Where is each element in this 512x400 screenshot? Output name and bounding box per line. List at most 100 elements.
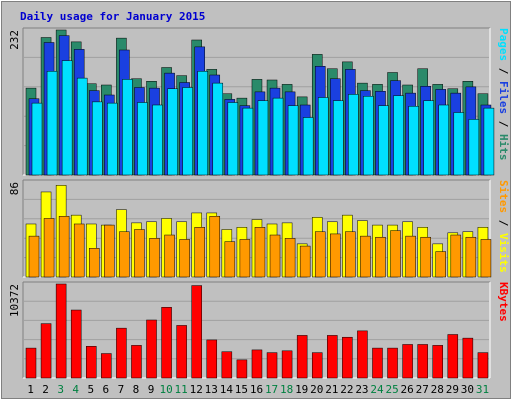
- bar-sites-20: [314, 231, 326, 278]
- bar-kbytes-10: [161, 307, 172, 379]
- bar-kbytes-16: [251, 349, 263, 379]
- bar-kbytes-8: [131, 345, 142, 379]
- x-tick-label: 27: [416, 383, 429, 396]
- legend-separator: /: [497, 114, 510, 134]
- y-axis-max-label: 10372: [8, 284, 21, 317]
- side-legend: KBytes: [497, 282, 510, 322]
- bar-sites-16: [254, 227, 266, 278]
- bar-pages-9: [152, 104, 163, 176]
- bar-kbytes-26: [402, 344, 413, 379]
- side-legend: Pages / Files / Hits: [497, 28, 510, 161]
- x-tick-label: 1: [27, 383, 34, 396]
- bar-kbytes-19: [296, 335, 308, 379]
- panel-2: 86 Sites / Visits: [8, 179, 510, 278]
- bar-sites-17: [269, 234, 281, 278]
- legend-sites: Sites: [497, 180, 510, 213]
- bar-sites-1: [28, 235, 40, 278]
- bar-kbytes-25: [387, 347, 398, 379]
- bar-pages-15: [242, 107, 254, 176]
- bar-kbytes-28: [432, 345, 443, 379]
- bar-kbytes-1: [25, 347, 37, 379]
- bar-kbytes-23: [357, 330, 368, 379]
- bar-sites-5: [89, 248, 100, 278]
- bar-kbytes-12: [191, 285, 202, 379]
- x-tick-label: 25: [385, 383, 398, 396]
- x-tick-label: 23: [355, 383, 368, 396]
- x-tick-label: 18: [280, 383, 293, 396]
- bar-sites-19: [299, 245, 311, 278]
- x-tick-label: 17: [265, 383, 278, 396]
- x-tick-label: 21: [325, 383, 338, 396]
- x-tick-label: 2: [42, 383, 49, 396]
- bar-pages-26: [408, 106, 419, 176]
- bar-kbytes-7: [116, 327, 127, 379]
- x-tick-label: 14: [220, 383, 234, 396]
- legend-files: Files: [497, 81, 510, 114]
- bar-pages-11: [182, 87, 193, 176]
- x-tick-label: 28: [431, 383, 444, 396]
- panel-1: 232 Pages / Files / Hits: [8, 27, 510, 176]
- bar-kbytes-5: [86, 346, 97, 379]
- bar-sites-2: [43, 218, 55, 278]
- bar-sites-14: [224, 241, 236, 278]
- bar-pages-14: [227, 102, 239, 176]
- bar-pages-4: [76, 77, 88, 176]
- bar-pages-6: [107, 102, 118, 176]
- bar-sites-12: [194, 227, 205, 278]
- bar-kbytes-21: [327, 335, 338, 379]
- bar-sites-18: [284, 238, 296, 278]
- bar-pages-31: [483, 107, 495, 176]
- legend-separator: /: [497, 61, 510, 81]
- x-tick-label: 9: [148, 383, 155, 396]
- bar-kbytes-27: [417, 344, 428, 379]
- bar-pages-12: [197, 71, 208, 176]
- y-axis-max-label: 86: [8, 182, 21, 195]
- bar-kbytes-9: [146, 319, 157, 379]
- bar-sites-30: [465, 236, 477, 278]
- legend-hits: Hits: [497, 134, 510, 161]
- bar-sites-29: [450, 234, 462, 278]
- x-tick-label: 10: [159, 383, 172, 396]
- chart-title: Daily usage for January 2015: [20, 10, 205, 23]
- bar-pages-16: [257, 100, 269, 176]
- bar-sites-27: [420, 236, 431, 278]
- bar-kbytes-18: [281, 350, 293, 379]
- x-tick-label: 12: [190, 383, 203, 396]
- x-tick-label: 13: [205, 383, 218, 396]
- bar-kbytes-29: [447, 334, 459, 379]
- bar-kbytes-24: [372, 347, 383, 379]
- x-tick-label: 26: [401, 383, 414, 396]
- bar-sites-31: [480, 239, 492, 278]
- bar-sites-28: [435, 251, 446, 278]
- bar-pages-10: [167, 88, 178, 176]
- bar-sites-3: [58, 215, 70, 278]
- bar-sites-6: [104, 224, 115, 278]
- bar-pages-29: [453, 112, 465, 176]
- bar-kbytes-13: [206, 339, 218, 379]
- bar-sites-10: [164, 234, 175, 278]
- bar-sites-11: [179, 239, 190, 278]
- bar-kbytes-17: [266, 352, 278, 379]
- bar-kbytes-20: [311, 352, 323, 379]
- x-tick-label: 6: [103, 383, 110, 396]
- bar-sites-15: [239, 239, 251, 278]
- bar-pages-1: [31, 102, 43, 176]
- bar-pages-8: [137, 102, 148, 176]
- bar-sites-13: [209, 215, 221, 278]
- x-tick-label: 29: [446, 383, 459, 396]
- x-tick-label: 24: [370, 383, 384, 396]
- x-tick-label: 22: [340, 383, 353, 396]
- bar-kbytes-14: [221, 351, 233, 379]
- bar-pages-18: [287, 105, 299, 176]
- legend-kbytes: KBytes: [497, 282, 510, 322]
- x-tick-label: 19: [295, 383, 308, 396]
- bar-sites-9: [149, 238, 160, 278]
- chart-panels: 232 Pages / Files / Hits 86 Sites / Visits 1…: [8, 27, 510, 379]
- bar-pages-17: [272, 97, 284, 176]
- bar-pages-23: [363, 96, 374, 176]
- bar-pages-20: [317, 97, 329, 176]
- bar-pages-7: [122, 79, 133, 176]
- bar-pages-25: [393, 95, 404, 176]
